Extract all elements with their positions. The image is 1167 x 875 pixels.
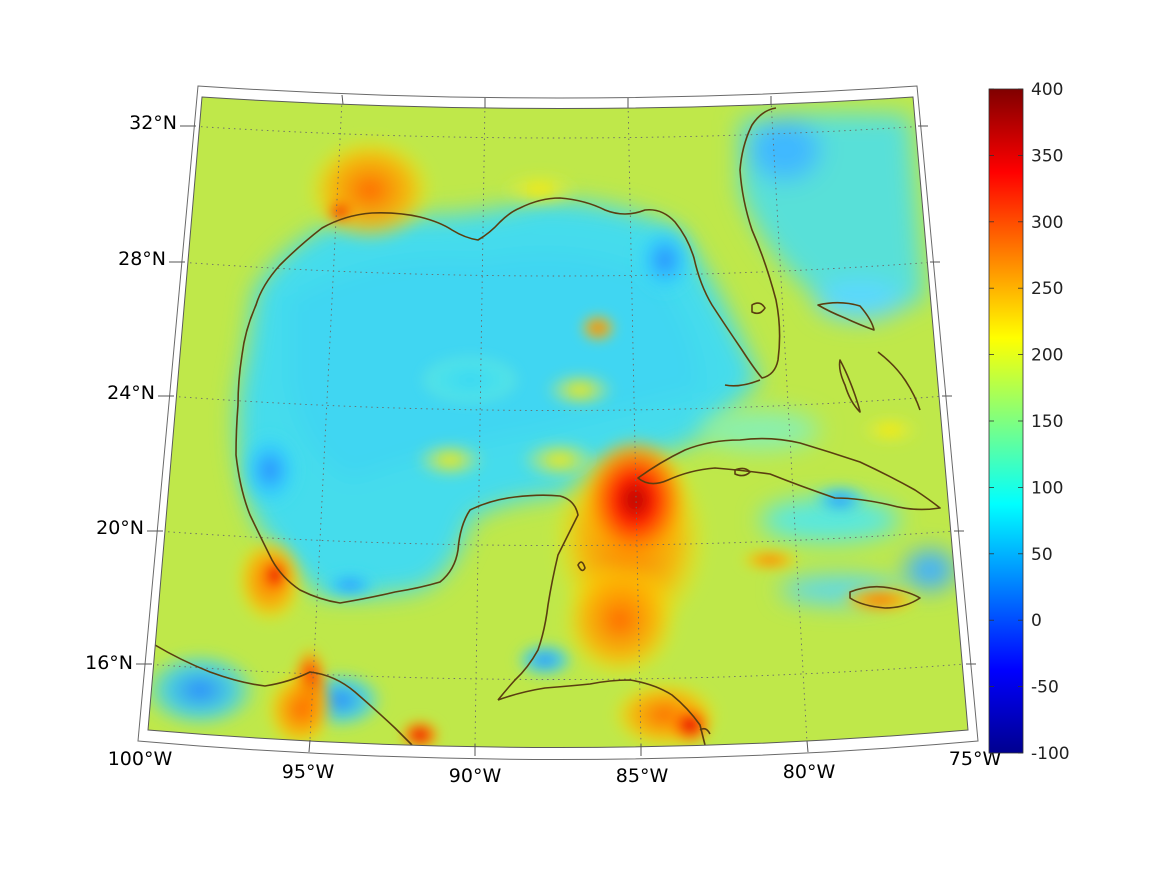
colorbar-label: 50 bbox=[1031, 545, 1053, 565]
colorbar-label: 100 bbox=[1031, 478, 1063, 498]
colorbar: 400 350 300 250 200 150 100 50 0 -50 -100 bbox=[988, 80, 1070, 764]
colorbar-label: 250 bbox=[1031, 279, 1063, 299]
colorbar-label: -50 bbox=[1031, 678, 1059, 698]
coastlines bbox=[154, 107, 941, 746]
central-america-caribbean-coast bbox=[497, 679, 706, 746]
lat-label-20n: 20°N bbox=[96, 517, 144, 539]
longitude-labels: 100°W 95°W 90°W 85°W 80°W 75°W bbox=[108, 748, 1002, 787]
atlantic-field bbox=[740, 113, 925, 320]
isle-of-youth bbox=[734, 467, 751, 477]
warm-spots bbox=[235, 135, 920, 748]
cuba bbox=[637, 437, 941, 511]
lat-label-32n: 32°N bbox=[129, 112, 177, 134]
bahamas-east bbox=[877, 351, 921, 411]
lake-okeechobee bbox=[751, 302, 766, 315]
frame-tick-bottom-80w bbox=[806, 740, 809, 753]
us-gulf-coast bbox=[241, 107, 781, 379]
lon-label-90w: 90°W bbox=[449, 765, 502, 787]
bahamas-north bbox=[817, 301, 875, 331]
map-field bbox=[148, 97, 968, 748]
frame-tick-bottom-95w bbox=[308, 739, 311, 753]
cozumel bbox=[577, 561, 586, 572]
lon-label-80w: 80°W bbox=[783, 761, 836, 783]
graticule bbox=[148, 99, 966, 746]
parallel-24n bbox=[167, 395, 946, 411]
lake-nicaragua bbox=[699, 727, 711, 735]
lat-label-16n: 16°N bbox=[85, 652, 133, 674]
lat-label-24n: 24°N bbox=[107, 382, 155, 404]
colorbar-label: 150 bbox=[1031, 412, 1063, 432]
colorbar-ticks bbox=[989, 88, 1023, 754]
mexico-gulf-coast bbox=[235, 354, 579, 701]
colorbar-label: 300 bbox=[1031, 213, 1063, 233]
colorbar-label: 350 bbox=[1031, 146, 1063, 166]
latitude-labels: 32°N 28°N 24°N 20°N 16°N bbox=[85, 112, 177, 674]
jamaica bbox=[849, 585, 921, 609]
colorbar-label: -100 bbox=[1031, 744, 1070, 764]
lat-label-28n: 28°N bbox=[118, 248, 166, 270]
parallel-20n bbox=[156, 530, 956, 546]
colorbar-label: 0 bbox=[1031, 611, 1042, 631]
colorbar-gradient bbox=[988, 88, 1024, 754]
lon-label-75w: 75°W bbox=[949, 748, 1002, 770]
colorbar-labels: 400 350 300 250 200 150 100 50 0 -50 -100 bbox=[1031, 80, 1070, 764]
meridian-95w bbox=[309, 99, 343, 741]
frame-tick-top-95w bbox=[341, 94, 344, 105]
lon-label-95w: 95°W bbox=[282, 761, 335, 783]
colorbar-label: 400 bbox=[1031, 80, 1063, 100]
parallel-32n bbox=[189, 125, 926, 139]
colorbar-label: 200 bbox=[1031, 346, 1063, 366]
bahamas-andros bbox=[838, 359, 861, 413]
lon-label-85w: 85°W bbox=[616, 765, 669, 787]
map-frame bbox=[136, 85, 979, 760]
florida-keys bbox=[724, 379, 761, 387]
pacific-coast bbox=[154, 644, 413, 746]
parallel-28n bbox=[178, 261, 936, 277]
lon-label-100w: 100°W bbox=[108, 748, 173, 770]
